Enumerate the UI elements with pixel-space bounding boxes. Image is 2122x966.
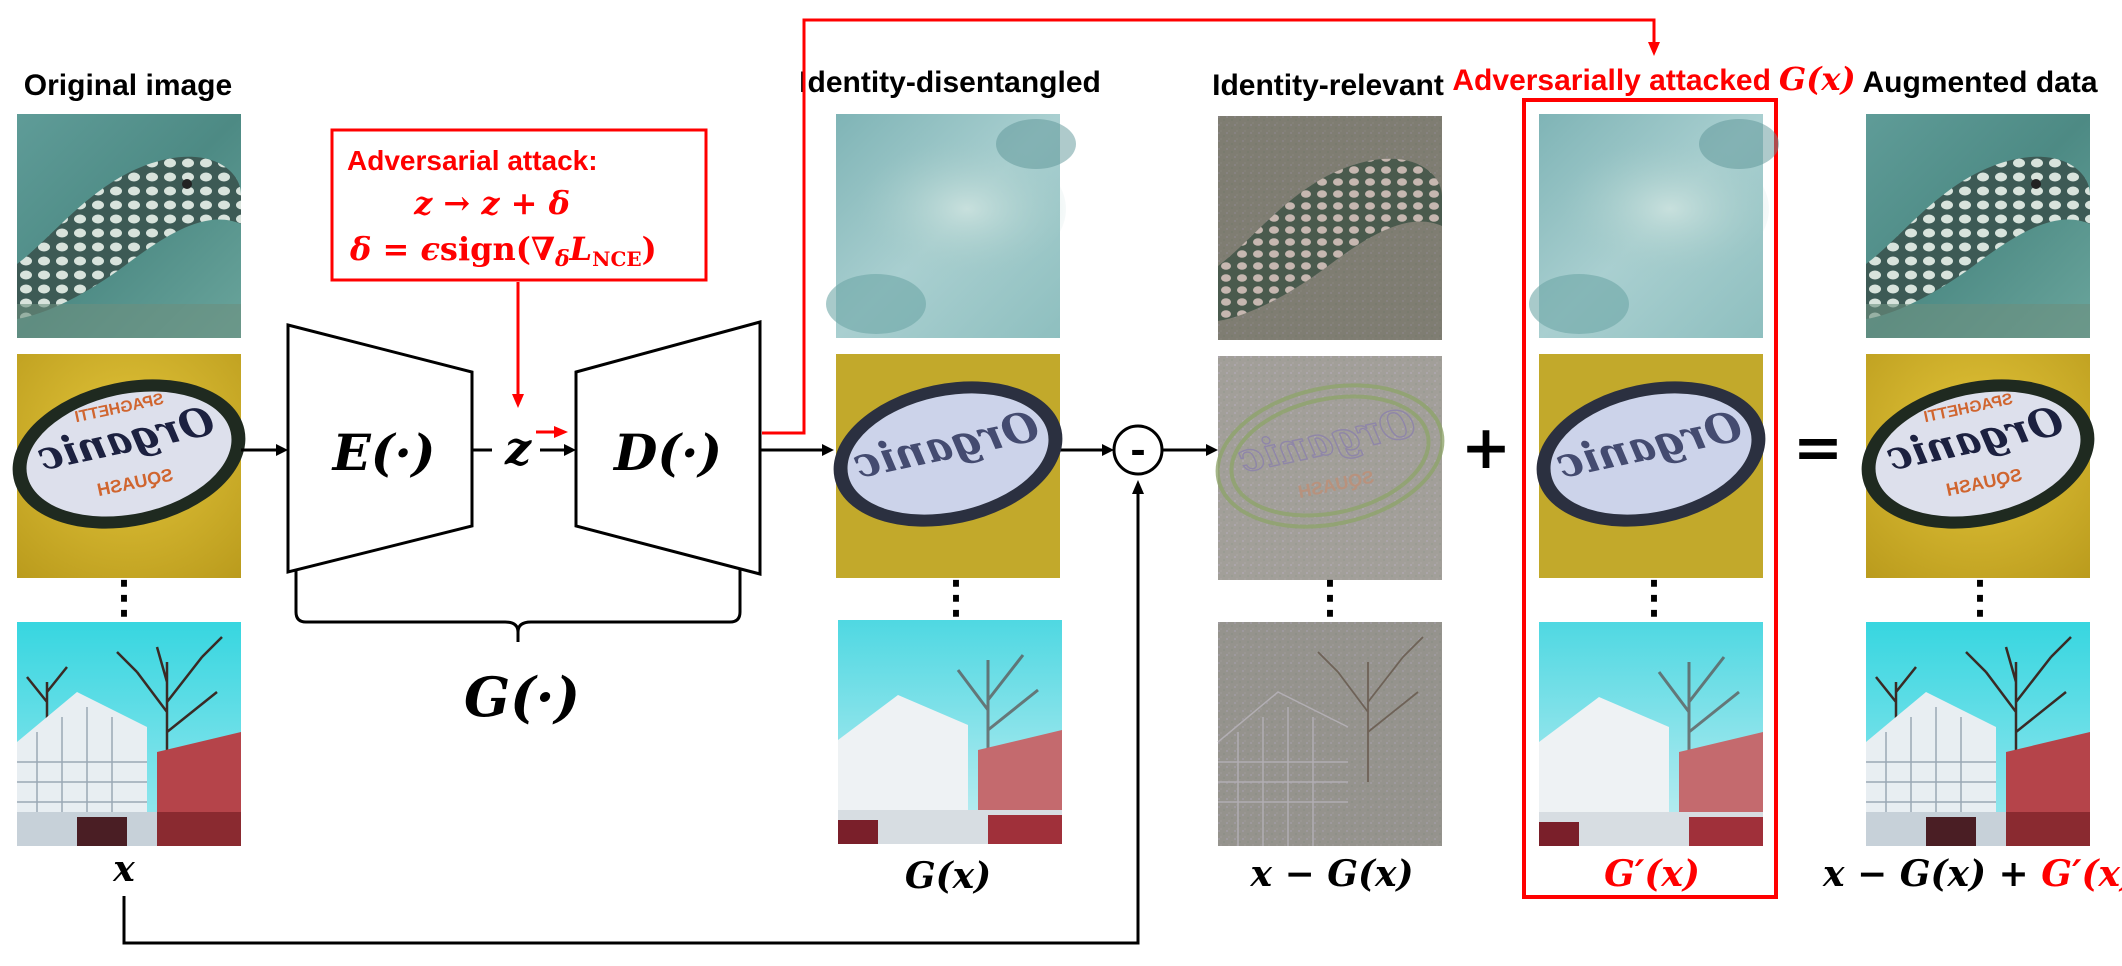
plus-symbol: + <box>1461 413 1511 483</box>
augmented-squash-image <box>1847 354 2109 578</box>
relevant-dots: ⋮ <box>1308 572 1352 623</box>
disentangled-eel-image <box>826 114 1076 338</box>
equals-symbol: = <box>1793 413 1843 483</box>
attack-eq1: z → z + δ <box>413 184 570 222</box>
disentangled-dots: ⋮ <box>934 572 978 623</box>
encoder-label: E(·) <box>331 423 436 482</box>
caption-x-minus-gx: x − G(x) <box>1250 853 1414 895</box>
attacked-dots: ⋮ <box>1632 572 1676 623</box>
generator-brace <box>294 570 742 642</box>
adversarial-attack-box <box>330 128 708 282</box>
adversarial-arrows <box>512 18 1660 438</box>
header-identity-disentangled: Identity-disentangled <box>799 66 1101 99</box>
header-attacked-prefix: Adversarially attacked <box>1452 64 1771 97</box>
decoder-trapezoid <box>574 320 762 576</box>
subtract-symbol: - <box>1130 427 1146 472</box>
relevant-squash-image <box>1202 354 1458 582</box>
attack-eq2: δ = ϵsign(∇δLNCE) <box>349 230 657 272</box>
encoder-trapezoid <box>286 323 474 574</box>
subtract-operator <box>1112 424 1164 476</box>
relevant-greenhouse-image <box>1217 621 1443 847</box>
decoder-label: D(·) <box>612 423 722 482</box>
augmented-greenhouse-image <box>1864 620 2092 848</box>
attacked-squash-image <box>1522 354 1780 578</box>
original-eel-image <box>17 114 241 338</box>
generator-label: G(·) <box>464 665 580 729</box>
latent-z-label: z <box>504 421 532 475</box>
header-original-image: Original image <box>24 69 232 102</box>
attack-title: Adversarial attack: <box>347 145 598 176</box>
attacked-eel-image <box>1529 114 1779 338</box>
caption-gx: G(x) <box>905 855 991 897</box>
augmented-eel-image <box>1866 114 2090 338</box>
attacked-greenhouse-image <box>1537 620 1765 848</box>
augmented-dots: ⋮ <box>1958 572 2002 623</box>
caption-augmented: x − G(x) + G′(x) <box>1822 853 2122 895</box>
original-dots: ⋮ <box>102 572 146 623</box>
original-greenhouse-image <box>15 620 243 848</box>
original-squash-image <box>0 354 260 578</box>
caption-g-prime-x: G′(x) <box>1604 853 1700 895</box>
header-identity-relevant: Identity-relevant <box>1212 69 1444 102</box>
disentangled-squash-image <box>819 354 1077 578</box>
header-attacked-math: G(x) <box>1779 60 1856 98</box>
disentangled-greenhouse-image <box>836 618 1064 846</box>
header-augmented-data: Augmented data <box>1862 66 2097 99</box>
header-adversarially-attacked: Adversarially attacked G(x) <box>1452 60 1855 98</box>
attacked-highlight-box <box>1522 98 1778 899</box>
flow-arrows <box>122 444 1218 945</box>
relevant-eel-image <box>1218 116 1442 340</box>
caption-x: x <box>112 848 135 890</box>
